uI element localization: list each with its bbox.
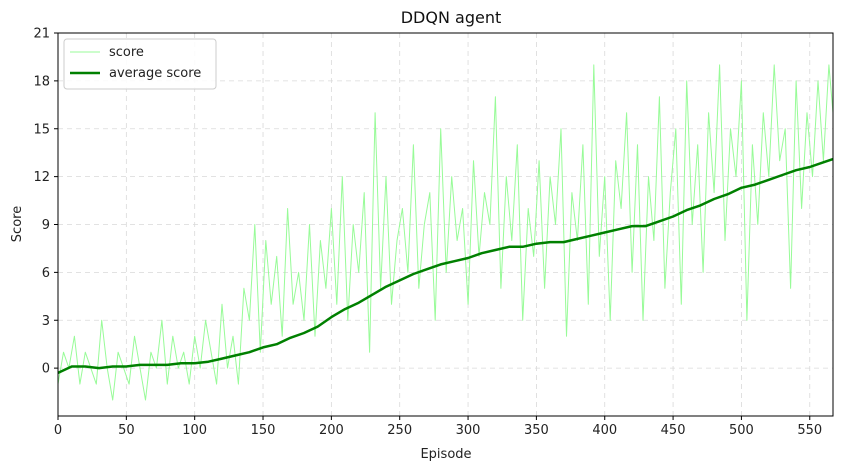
plot-area [57, 64, 834, 401]
y-tick-label: 21 [33, 27, 50, 42]
x-tick-label: 100 [182, 423, 207, 438]
y-tick-label: 18 [33, 74, 50, 89]
x-tick-label: 250 [387, 423, 412, 438]
y-axis: 0 3 6 9 12 15 18 21 [33, 27, 58, 377]
x-tick-label: 50 [118, 423, 135, 438]
series-line-score [57, 64, 834, 401]
x-tick-label: 450 [661, 423, 686, 438]
x-tick-label: 550 [797, 423, 822, 438]
x-axis: 0 50 100 150 200 250 300 350 400 450 500 550 [54, 416, 822, 438]
x-tick-label: 350 [524, 423, 549, 438]
series-line-average-score [57, 157, 834, 375]
y-tick-label: 12 [33, 170, 50, 185]
legend-label-score: score [109, 45, 144, 60]
y-axis-label: Score [10, 206, 25, 242]
chart-title: DDQN agent [401, 8, 502, 27]
legend-label-average-score: average score [109, 66, 201, 81]
x-tick-label: 150 [251, 423, 276, 438]
y-tick-label: 9 [42, 218, 50, 233]
legend: score average score [63, 38, 217, 90]
x-tick-label: 300 [456, 423, 481, 438]
y-tick-label: 0 [42, 362, 50, 377]
x-axis-label: Episode [420, 447, 471, 462]
y-tick-label: 15 [33, 122, 50, 137]
y-tick-label: 6 [42, 266, 50, 281]
legend-box [63, 38, 217, 90]
y-tick-label: 3 [42, 314, 50, 329]
x-tick-label: 200 [319, 423, 344, 438]
x-tick-label: 400 [592, 423, 617, 438]
grid [57, 32, 833, 416]
x-tick-label: 0 [54, 423, 62, 438]
x-tick-label: 500 [729, 423, 754, 438]
